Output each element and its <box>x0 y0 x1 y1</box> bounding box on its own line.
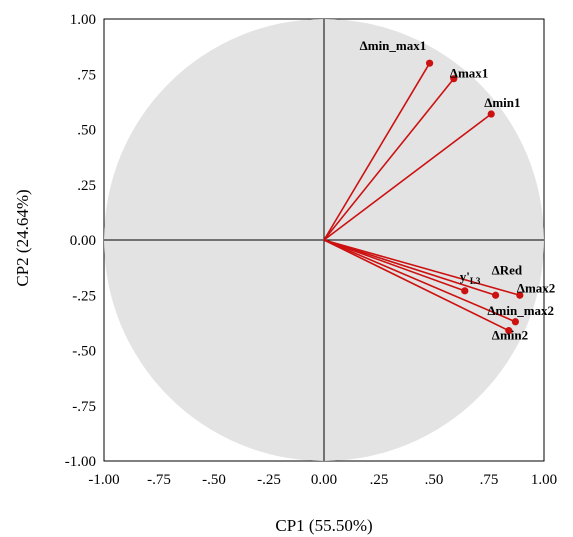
x-tick-label: -.75 <box>147 472 171 488</box>
vector-line <box>323 239 521 297</box>
vector-line <box>323 62 431 241</box>
vector-line <box>323 239 516 323</box>
vector-point <box>516 291 524 299</box>
vector-point <box>461 287 469 295</box>
y-tick-label: .75 <box>77 67 96 83</box>
y-tick-label: .50 <box>77 123 96 139</box>
y-tick-label: 1.00 <box>70 12 96 28</box>
x-tick-label: 1.00 <box>531 472 557 488</box>
x-tick-label: 0.00 <box>311 472 337 488</box>
y-tick-label: -.25 <box>72 288 96 304</box>
x-tick-label: .75 <box>480 472 499 488</box>
vector-label: Δmin1 <box>484 95 520 110</box>
vector-point <box>426 59 434 67</box>
x-tick-label: .25 <box>370 472 389 488</box>
vector-label: Δmin_max1 <box>360 38 427 53</box>
vector-line <box>323 239 466 292</box>
vector-line <box>323 239 496 297</box>
vector-label: Δmax2 <box>517 280 555 295</box>
vector-label: ΔRed <box>492 262 523 277</box>
x-tick-label: -1.00 <box>88 472 119 488</box>
x-axis-label: CP1 (55.50%) <box>275 516 372 535</box>
y-tick-label: 0.00 <box>70 233 96 249</box>
vector-label: Δmax1 <box>450 66 488 81</box>
vector-point <box>492 291 500 299</box>
x-tick-label: .50 <box>425 472 444 488</box>
y-tick-labels: 1.00 .75 .50 .25 0.00 -.25 -.50 -.75 -1.00 <box>65 12 96 470</box>
vector-line <box>323 239 510 332</box>
vector-point <box>505 327 513 335</box>
y-tick-label: .25 <box>77 178 96 194</box>
vector-point <box>487 110 495 118</box>
x-tick-labels: -1.00 -.75 -.50 -.25 0.00 .25 .50 .75 1.00 <box>88 472 557 488</box>
y-tick-label: -.75 <box>72 399 96 415</box>
vector-point <box>511 318 519 326</box>
y-tick-label: -1.00 <box>65 454 96 470</box>
vector-label: Δmin2 <box>492 328 528 343</box>
y-tick-label: -.50 <box>72 344 96 360</box>
x-tick-label: -.25 <box>257 472 281 488</box>
loading-vectors: Δmin_max1Δmax1Δmin1y'L3ΔRedΔmax2Δmin_max… <box>323 38 555 343</box>
vector-line <box>323 113 492 241</box>
vector-line <box>323 78 455 241</box>
vector-label: Δmin_max2 <box>487 303 554 318</box>
y-axis-label: CP2 (24.64%) <box>13 189 32 286</box>
vector-point <box>450 75 458 83</box>
x-tick-label: -.50 <box>202 472 226 488</box>
